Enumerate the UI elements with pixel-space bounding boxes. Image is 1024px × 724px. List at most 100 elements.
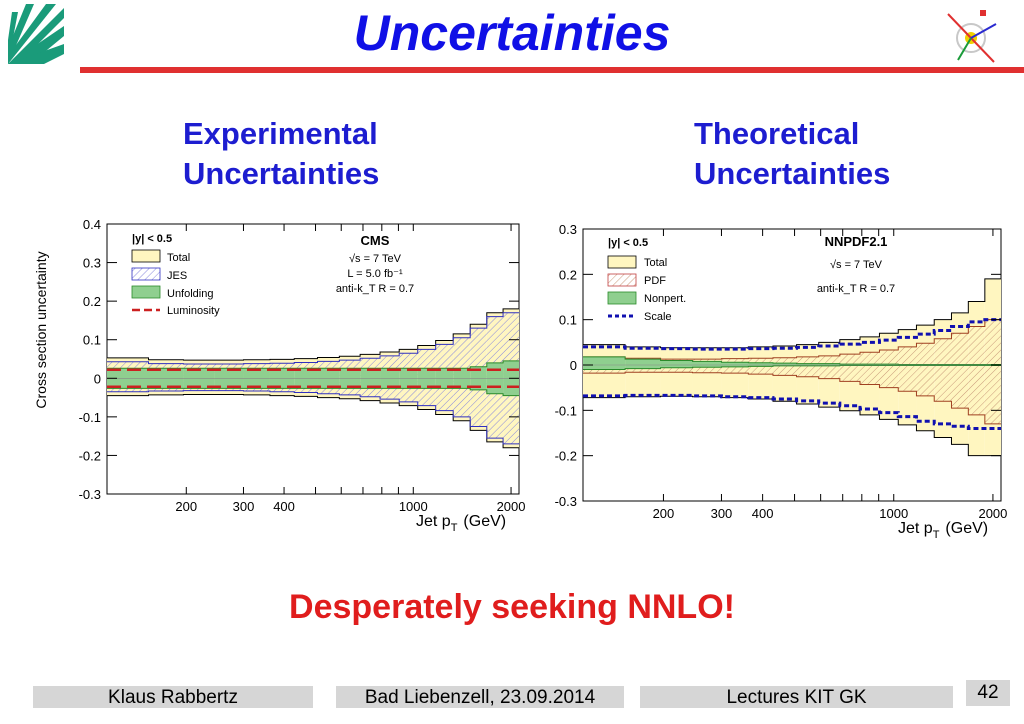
y-tick-label: 0.3 [83,256,101,271]
y-axis-label: Cross section uncertainty [33,251,49,408]
pdf-upper-edge [583,319,1001,360]
legend-label-total: Total [167,252,190,264]
kit-logo [8,4,64,64]
left-heading: Experimental Uncertainties [183,114,379,194]
pdf-band-bin [879,350,899,388]
legend-swatch-unfolding [131,285,161,299]
pdf-band-bin [984,319,1001,424]
lumi-label: L = 5.0 fb⁻¹ [347,268,403,280]
energy-label: √s = 7 TeV [349,253,402,265]
pdf-band-bin [796,356,819,377]
x-axis-label: Jet pT (GeV) [416,513,506,534]
legend: Total PDF Nonpert. Scale [607,255,686,323]
footer-location-date: Bad Liebenzell, 23.09.2014 [336,686,624,708]
left-heading-line-1: Experimental [183,116,378,151]
y-tick-label: -0.1 [79,410,101,425]
nonpert-band-bin [583,356,626,370]
jet-algo-label: anti-k_T R = 0.7 [817,283,895,295]
footer-event: Lectures KIT GK [640,686,953,708]
x-tick-label: 200 [653,506,675,521]
x-tick-label: 300 [711,506,733,521]
nonpert-lower-edge [583,364,1001,371]
y-tick-label: -0.3 [79,487,101,502]
nonpert-band-bin [748,362,773,367]
page-number: 42 [966,680,1010,706]
title-rule [80,67,1024,73]
x-axis-label: Jet pT (GeV) [898,520,988,541]
nonpert-band-bin [625,359,661,369]
x-tick-label: 1000 [399,499,428,514]
legend-label-luminosity: Luminosity [167,305,220,317]
y-tick-label: 0.2 [559,267,577,282]
right-heading: Theoretical Uncertainties [694,114,890,194]
y-tick-label: 0.2 [83,294,101,309]
pdf-band-bin [916,343,935,396]
legend: Total JES Unfolding Luminosity [131,249,220,317]
x-axis-label-sub: T [933,529,940,541]
x-axis-label-sub: T [451,522,458,534]
scale-lower-line [583,393,1001,430]
scale-upper-line [583,318,1001,351]
pdf-band-bin [839,354,861,382]
experiment-label: CMS [361,233,390,248]
tagline: Desperately seeking NNLO! [289,588,735,626]
unfolding-upper-edge [107,360,519,369]
y-tick-label: 0 [94,371,101,386]
pdf-band-bin [898,346,917,392]
x-axis-label-unit: (GeV) [945,520,988,537]
pdf-band-bin [934,338,952,402]
legend-swatch-nonpert [607,291,637,305]
footer-author: Klaus Rabbertz [33,686,313,708]
experimental-uncertainty-chart: 0.4 0.3 0.2 0.1 0 -0.1 -0.2 -0.3 200 300 400 1000 20… [33,217,526,534]
y-tick-label: 0.3 [559,222,577,237]
nonpert-band-bin [772,363,797,366]
right-heading-line-2: Uncertainties [694,156,891,191]
cms-event-display-logo [947,10,997,63]
y-tick-label: 0.1 [559,313,577,328]
jes-upper-edge [107,312,519,365]
energy-label: √s = 7 TeV [830,259,883,271]
legend-label-scale: Scale [644,311,672,323]
right-heading-line-1: Theoretical [694,116,860,151]
nonpert-band-bin [721,362,749,367]
x-tick-label: 300 [233,499,255,514]
pdf-band-bin [951,333,969,409]
pdf-lower-edge [583,371,1001,425]
y-tick-label: 0 [570,358,577,373]
total-upper-edge [583,278,1001,349]
y-tick-label: -0.3 [555,494,577,509]
slide-title: Uncertainties [353,5,671,61]
pdf-band-bin [860,352,880,385]
pdf-band-bin [772,357,797,376]
y-tick-label: 0.1 [83,333,101,348]
x-tick-label: 1000 [879,506,908,521]
rapidity-label: |y| < 0.5 [132,233,172,245]
legend-swatch-jes [131,267,161,281]
legend-label-total: Total [644,257,667,269]
x-axis-label-main: Jet p [416,513,451,530]
x-axis-label-unit: (GeV) [463,513,506,530]
x-tick-label: 400 [273,499,295,514]
pdf-band-bin [818,355,840,379]
rapidity-label: |y| < 0.5 [608,237,648,249]
legend-label-nonpert: Nonpert. [644,293,686,305]
legend-label-unfolding: Unfolding [167,288,213,300]
nonpert-band-bin [660,360,693,368]
nonpert-upper-edge [583,356,1001,366]
unfolding-lower-edge [107,387,519,397]
y-tick-label: 0.4 [83,217,101,232]
y-tick-label: -0.2 [79,448,101,463]
x-tick-label: 200 [175,499,197,514]
pdf-set-label: NNPDF2.1 [825,234,888,249]
legend-swatch-total [131,249,161,263]
legend-swatch-total [607,255,637,269]
legend-swatch-pdf [607,273,637,287]
y-tick-label: -0.2 [555,449,577,464]
legend-label-jes: JES [167,270,187,282]
x-tick-label: 2000 [497,499,526,514]
legend-label-pdf: PDF [644,275,666,287]
y-tick-label: -0.1 [555,403,577,418]
nonpert-band-bin [692,361,722,368]
x-tick-label: 2000 [978,506,1007,521]
